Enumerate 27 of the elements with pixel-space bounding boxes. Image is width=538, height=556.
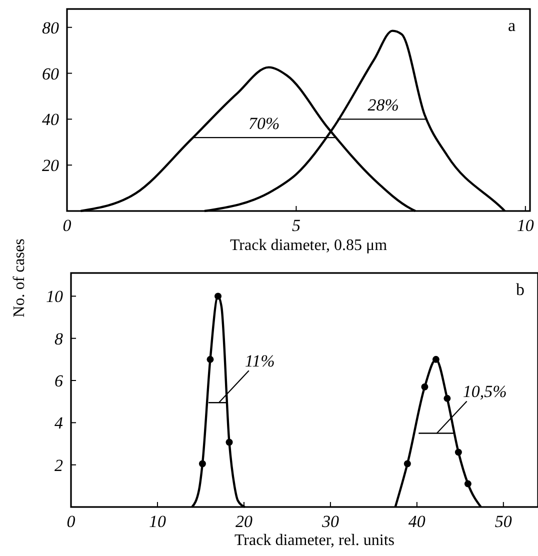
x-tick-label: 5 — [292, 216, 300, 235]
y-axis-title: No. of cases — [11, 238, 28, 318]
x-tick-label: 0 — [62, 216, 72, 235]
y-tick-label: 8 — [54, 329, 64, 348]
x-tick-label: 50 — [494, 512, 512, 531]
y-tick-label: 10 — [46, 287, 64, 306]
x-axis-title: Track diameter, 0.85 μm — [230, 237, 388, 254]
x-tick-label: 20 — [235, 512, 253, 531]
y-tick-label: 2 — [54, 456, 64, 475]
y-tick-label: 60 — [42, 64, 60, 84]
y-tick-label: 6 — [54, 372, 64, 391]
x-tick-label: 30 — [320, 512, 340, 531]
annotation: a — [508, 16, 516, 35]
annotation: 28% — [368, 96, 399, 115]
y-tick-label: 20 — [42, 156, 60, 176]
annotation: 10,5% — [462, 382, 507, 402]
y-tick-label: 80 — [42, 18, 60, 38]
x-tick-label: 40 — [408, 512, 426, 531]
annotation: b — [516, 280, 524, 299]
x-axis-title: Track diameter, rel. units — [234, 532, 395, 549]
x-tick-label: 10 — [148, 512, 166, 531]
x-tick-label: 0 — [66, 512, 76, 531]
annotation: 11% — [244, 352, 275, 371]
y-tick-label: 4 — [54, 414, 64, 433]
x-tick-label: 10 — [516, 216, 534, 235]
y-tick-label: 40 — [42, 110, 60, 130]
annotation: 70% — [248, 114, 280, 133]
